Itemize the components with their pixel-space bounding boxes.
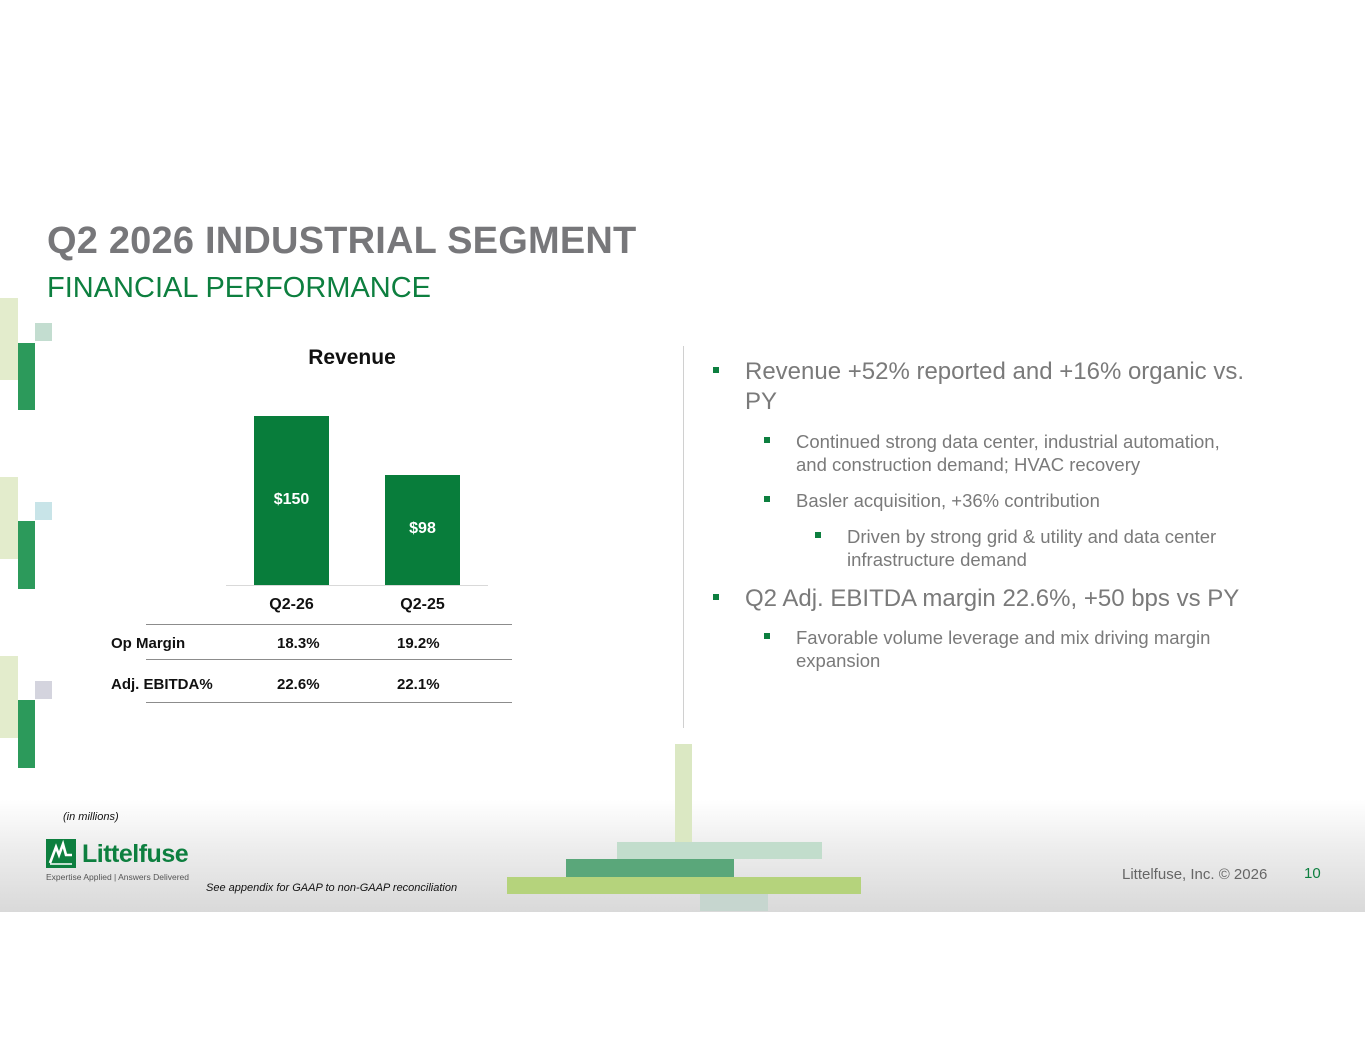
decor-left-square-1	[35, 323, 52, 341]
decor-footer-gray-bar	[700, 894, 768, 911]
decor-footer-pale-bar	[617, 842, 822, 859]
decor-left-dark-3	[18, 700, 35, 768]
table-divider-middle	[146, 659, 512, 660]
bullet-marker-icon	[764, 437, 770, 443]
bullet-text-line: Driven by strong grid & utility and data…	[847, 526, 1217, 547]
decor-footer-vertical	[675, 744, 692, 859]
row-label-op-margin: Op Margin	[111, 635, 186, 652]
decor-left-light-3	[0, 656, 18, 738]
bullet-ebitda: Q2 Adj. EBITDA margin 22.6%, +50 bps vs …	[713, 584, 1240, 614]
bullet-marker-icon	[764, 633, 770, 639]
bullet-volume-leverage: Favorable volume leverage and mix drivin…	[764, 626, 1211, 672]
units-note: (in millions)	[63, 811, 119, 823]
decor-left-square-2	[35, 502, 52, 520]
adj-ebitda-q2-25: 22.1%	[397, 676, 440, 693]
copyright: Littelfuse, Inc. © 2026	[1122, 866, 1268, 883]
page-number: 10	[1304, 865, 1321, 882]
chart-baseline	[226, 585, 488, 586]
decor-left-light-2	[0, 477, 18, 559]
chart-title: Revenue	[308, 346, 396, 369]
bullet-text-line: Continued strong data center, industrial…	[796, 431, 1220, 452]
bullet-revenue: Revenue +52% reported and +16% organic v…	[713, 357, 1244, 417]
category-label: Q2-26	[269, 596, 314, 613]
bullet-text-line: PY	[745, 388, 778, 415]
page-subtitle: FINANCIAL PERFORMANCE	[47, 272, 432, 304]
bullet-marker-icon	[764, 496, 770, 502]
bullet-marker-icon	[815, 532, 821, 538]
bullet-text-line: Revenue +52% reported and +16% organic v…	[745, 358, 1244, 385]
row-label-adj-ebitda: Adj. EBITDA%	[111, 676, 213, 693]
bullet-text-line: infrastructure demand	[847, 549, 1027, 571]
bullet-marker-icon	[713, 594, 719, 600]
bullet-grid-utility: Driven by strong grid & utility and data…	[815, 525, 1217, 571]
decor-footer-lime-bar	[507, 877, 861, 894]
decor-left-light-1	[0, 298, 18, 380]
decor-left-square-3	[35, 681, 52, 699]
page-title: Q2 2026 INDUSTRIAL SEGMENT	[47, 220, 637, 262]
bullet-text-line: Q2 Adj. EBITDA margin 22.6%, +50 bps vs …	[745, 585, 1240, 612]
logo-wordmark: Littelfuse	[82, 840, 189, 868]
bullet-text-line: Favorable volume leverage and mix drivin…	[796, 627, 1211, 648]
table-divider-top	[146, 624, 512, 625]
decor-left-dark-1	[18, 343, 35, 410]
adj-ebitda-q2-26: 22.6%	[277, 676, 320, 693]
op-margin-q2-25: 19.2%	[397, 635, 440, 652]
op-margin-q2-26: 18.3%	[277, 635, 320, 652]
revenue-bar-q2-25	[385, 474, 460, 585]
decor-footer-dark-bar	[566, 859, 734, 877]
bullet-text-line: expansion	[796, 650, 881, 672]
revenue-data-label: $150	[273, 490, 310, 508]
bullet-marker-icon	[713, 367, 719, 373]
bullet-text-line: and construction demand; HVAC recovery	[796, 454, 1141, 476]
category-label: Q2-25	[400, 596, 445, 613]
bullet-demand: Continued strong data center, industrial…	[764, 430, 1220, 476]
revenue-data-label: $98	[409, 519, 436, 537]
appendix-note: See appendix for GAAP to non-GAAP reconc…	[206, 882, 458, 894]
logo-tagline: Expertise Applied | Answers Delivered	[46, 872, 190, 882]
table-divider-bottom	[146, 702, 512, 703]
littelfuse-logo-icon	[46, 839, 76, 868]
column-divider	[683, 346, 684, 728]
bullet-basler: Basler acquisition, +36% contribution	[764, 489, 1100, 512]
decor-left-dark-2	[18, 521, 35, 589]
revenue-bar-q2-26	[254, 416, 329, 585]
bullet-text-line: Basler acquisition, +36% contribution	[796, 490, 1100, 511]
